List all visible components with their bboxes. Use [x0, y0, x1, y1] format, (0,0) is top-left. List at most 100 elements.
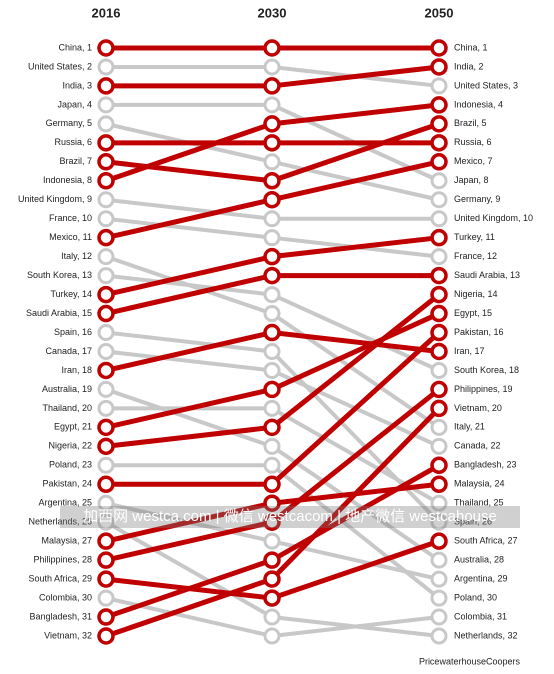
country-label: South Korea, 13	[27, 270, 92, 280]
rank-marker	[430, 266, 448, 285]
rank-marker	[97, 39, 115, 57]
rank-marker	[97, 494, 115, 512]
rank-marker	[97, 210, 115, 228]
rank-marker	[263, 96, 281, 114]
country-label: Netherlands, 26	[28, 517, 92, 527]
country-label: Spain, 26	[454, 517, 492, 527]
rank-marker	[97, 172, 115, 190]
country-label: Germany, 5	[46, 118, 92, 128]
country-label: China, 1	[58, 42, 92, 52]
rank-marker	[263, 589, 281, 607]
rank-marker	[263, 266, 281, 285]
country-label: South Africa, 29	[28, 573, 92, 583]
country-label: France, 12	[454, 251, 497, 261]
country-label: Saudi Arabia, 15	[26, 308, 92, 318]
rank-marker	[263, 115, 281, 133]
rank-marker	[430, 153, 448, 171]
rank-marker	[430, 399, 448, 418]
rank-marker	[430, 115, 448, 133]
rank-marker	[430, 39, 448, 57]
country-label: Nigeria, 22	[48, 441, 92, 451]
rank-marker	[263, 513, 281, 531]
country-label: Russia, 6	[54, 137, 92, 147]
rank-marker	[263, 342, 281, 360]
rank-marker	[430, 475, 448, 494]
rank-marker	[263, 229, 281, 247]
rank-marker	[263, 286, 281, 304]
country-label: Indonesia, 4	[454, 99, 503, 109]
rank-marker	[430, 134, 448, 152]
rank-marker	[430, 551, 448, 569]
rank-marker	[263, 551, 281, 569]
highlight-lines	[97, 39, 448, 645]
country-label: Spain, 16	[54, 327, 92, 337]
rank-marker	[430, 608, 448, 626]
country-label: Mexico, 11	[49, 232, 92, 242]
country-label: China, 1	[454, 42, 488, 52]
rank-marker	[97, 361, 115, 380]
country-label: Canada, 22	[454, 441, 501, 451]
country-label: United States, 3	[454, 80, 518, 90]
rank-marker	[430, 627, 448, 645]
rank-marker	[263, 608, 281, 626]
country-label: Malaysia, 24	[454, 479, 505, 489]
country-label: Poland, 23	[49, 460, 92, 470]
rank-marker	[97, 532, 115, 550]
rank-marker	[263, 39, 281, 57]
country-label: Germany, 9	[454, 194, 500, 204]
rank-marker	[97, 627, 115, 645]
country-label: Bangladesh, 23	[454, 460, 517, 470]
country-label: Japan, 4	[57, 99, 92, 109]
rank-marker	[97, 589, 115, 607]
rank-marker	[97, 58, 115, 76]
rank-marker	[430, 361, 448, 379]
country-label: France, 10	[49, 213, 92, 223]
country-label: Canada, 17	[45, 346, 92, 356]
rank-marker	[263, 418, 281, 437]
rank-marker	[430, 77, 448, 95]
rank-marker	[97, 570, 115, 588]
rank-marker	[263, 380, 281, 399]
rank-marker	[430, 570, 448, 588]
country-label: Thailand, 25	[454, 498, 504, 508]
rank-marker	[97, 96, 115, 114]
country-label: Mexico, 7	[454, 156, 493, 166]
rank-marker	[263, 437, 281, 455]
column-header: 2016	[92, 5, 121, 20]
country-label: Vietnam, 32	[44, 630, 92, 640]
country-label: Thailand, 20	[42, 403, 92, 413]
rank-marker	[263, 475, 281, 494]
rank-marker	[263, 134, 281, 152]
rank-marker	[430, 285, 448, 304]
country-label: Netherlands, 32	[454, 630, 518, 640]
rank-marker	[263, 247, 281, 266]
country-label: Australia, 28	[454, 555, 504, 565]
rank-marker	[263, 494, 281, 512]
rank-marker	[97, 456, 115, 474]
country-label: Nigeria, 14	[454, 289, 498, 299]
rank-marker	[263, 153, 281, 171]
rank-marker	[430, 228, 448, 247]
country-line	[105, 235, 440, 298]
rank-marker	[263, 323, 281, 342]
country-label: Brazil, 7	[59, 156, 92, 166]
rank-marker	[430, 418, 448, 436]
country-label: South Korea, 18	[454, 365, 519, 375]
rank-marker	[430, 248, 448, 266]
country-label: Japan, 8	[454, 175, 489, 185]
country-label: Saudi Arabia, 13	[454, 270, 520, 280]
rank-marker	[97, 285, 115, 304]
rank-marker	[263, 77, 281, 95]
country-label: Indonesia, 8	[43, 175, 92, 185]
country-label: United Kingdom, 10	[454, 213, 533, 223]
rank-marker	[97, 324, 115, 342]
rank-marker	[97, 228, 115, 247]
rank-marker	[97, 608, 115, 626]
watermark: 加西网 westca.com | 微信 westcacom | 地产微信 wes…	[83, 508, 497, 525]
rank-marker	[430, 172, 448, 190]
column-header: 2030	[258, 5, 287, 20]
rank-marker	[430, 96, 448, 114]
country-label: Italy, 12	[61, 251, 92, 261]
rank-marker	[97, 551, 115, 569]
